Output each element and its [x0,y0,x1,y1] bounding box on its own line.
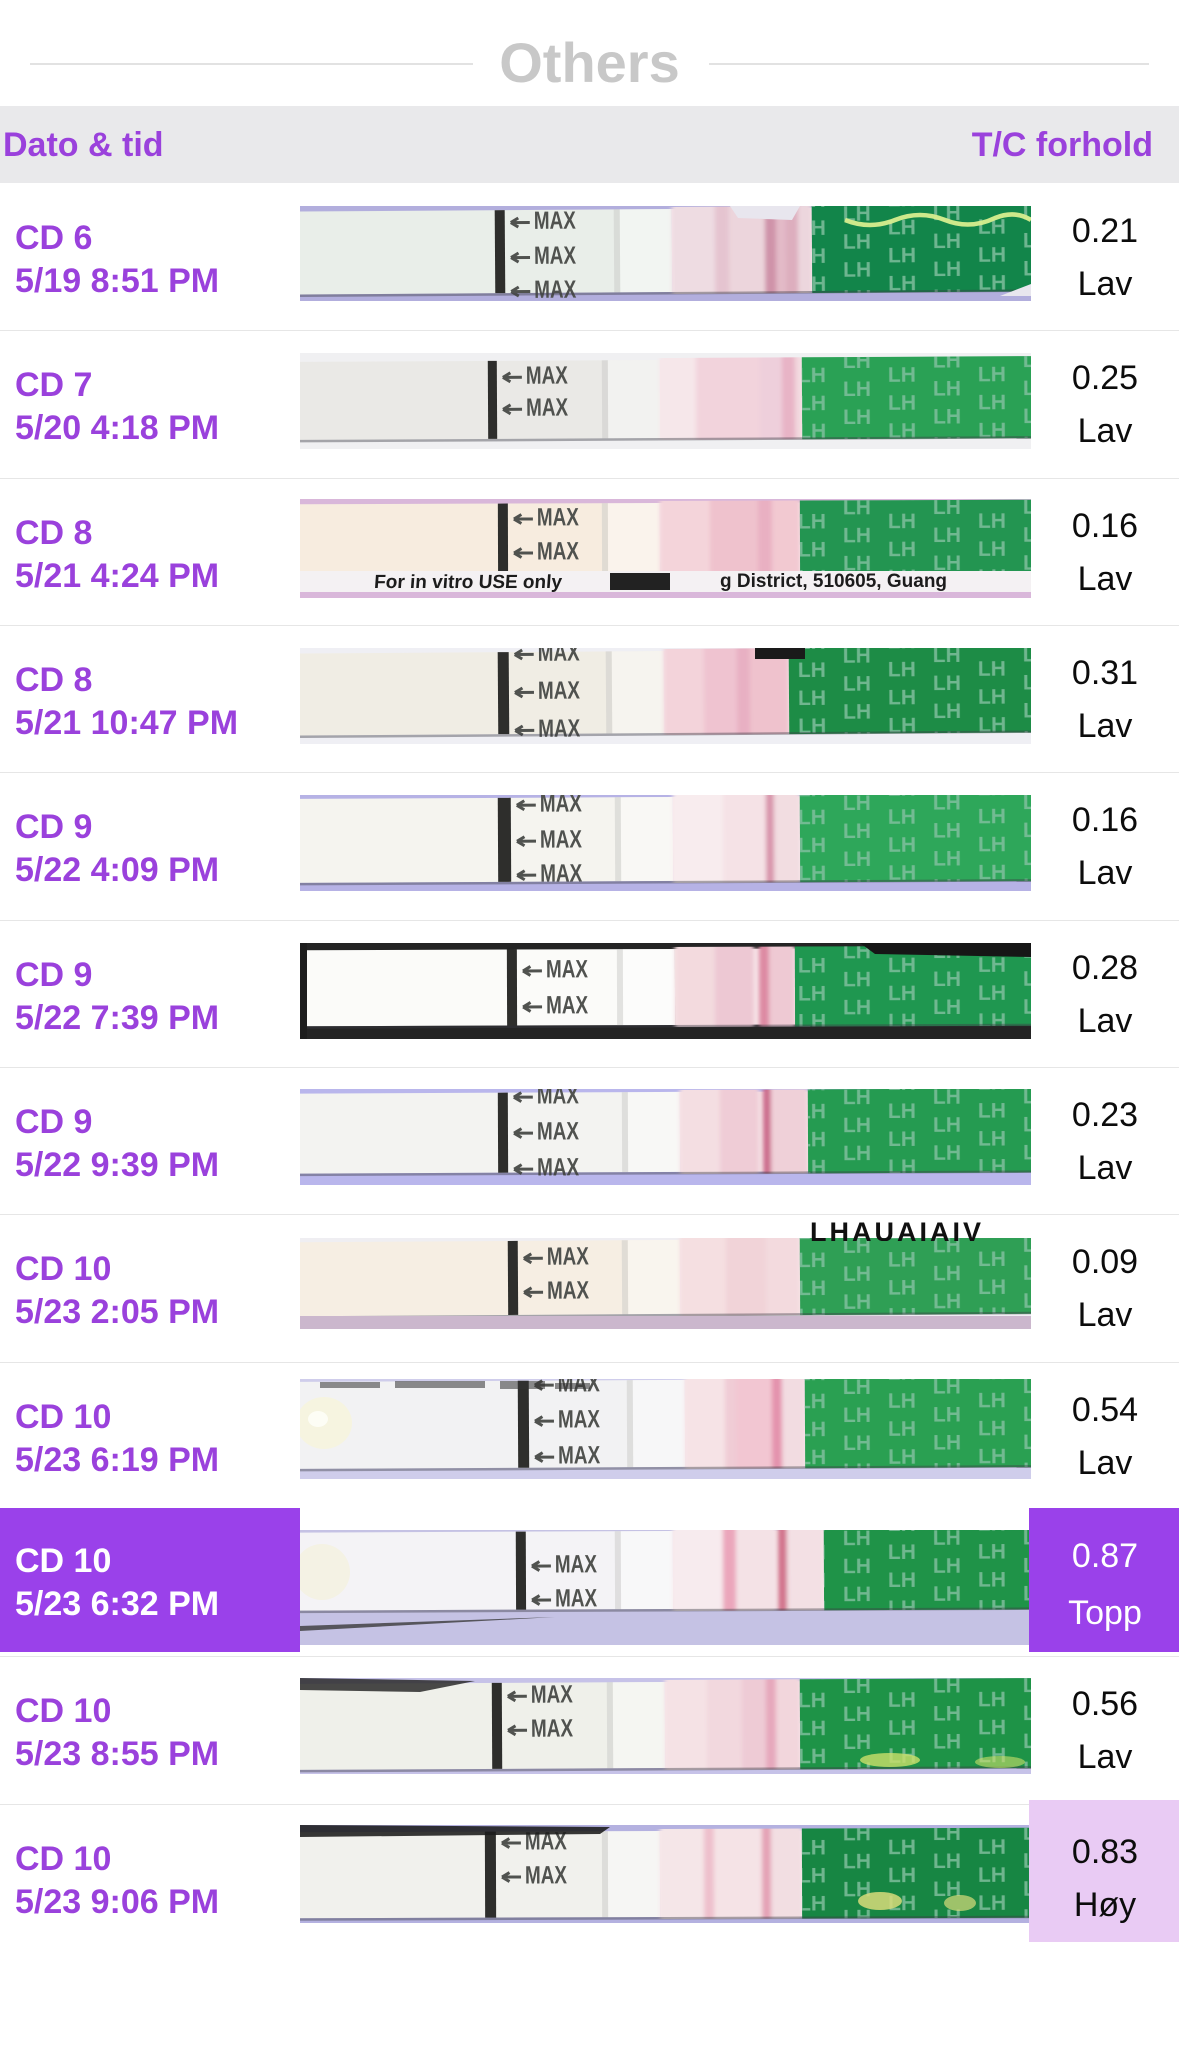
svg-text:MAX: MAX [534,242,576,270]
svg-text:For in vitro USE only: For in vitro USE only [373,572,563,593]
svg-text:MAX: MAX [531,1714,573,1742]
svg-text:MAX: MAX [538,648,580,667]
svg-text:g District, 510605, Guang: g District, 510605, Guang [720,571,947,592]
svg-text:MAX: MAX [540,795,582,818]
svg-text:MAX: MAX [540,825,582,853]
svg-text:MAX: MAX [537,1089,579,1110]
svg-text:MAX: MAX [547,1276,589,1304]
svg-text:MAX: MAX [547,1242,589,1270]
svg-text:MAX: MAX [555,1584,597,1612]
svg-text:MAX: MAX [531,1680,573,1708]
svg-text:MAX: MAX [537,1117,579,1145]
svg-text:MAX: MAX [555,1550,597,1578]
svg-text:MAX: MAX [538,715,580,743]
svg-text:MAX: MAX [540,859,582,887]
svg-text:MAX: MAX [537,503,579,531]
svg-text:MAX: MAX [546,955,588,983]
svg-text:MAX: MAX [537,537,579,565]
svg-text:MAX: MAX [526,362,568,390]
svg-text:MAX: MAX [546,991,588,1019]
svg-text:MAX: MAX [525,1861,567,1889]
svg-text:MAX: MAX [558,1441,600,1469]
svg-text:MAX: MAX [526,394,568,422]
svg-text:MAX: MAX [537,1153,579,1181]
svg-text:MAX: MAX [558,1405,600,1433]
svg-text:MAX: MAX [534,276,576,301]
svg-text:MAX: MAX [538,677,580,705]
svg-text:MAX: MAX [534,207,576,235]
